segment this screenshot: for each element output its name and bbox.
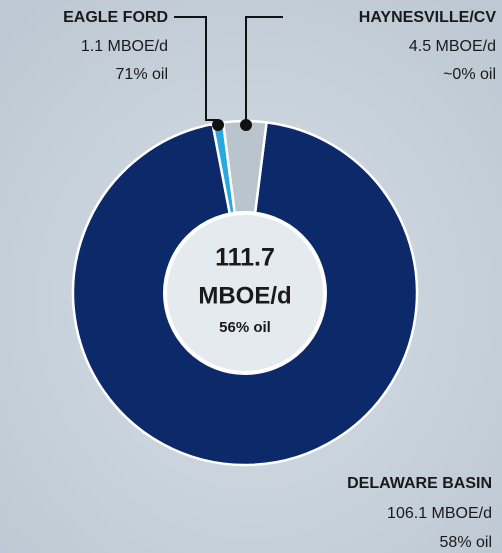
oil-label: 71% oil <box>116 66 168 83</box>
leader-dot <box>212 119 224 131</box>
total-oil: 56% oil <box>219 319 271 336</box>
value-label: 4.5 MBOE/d <box>409 38 496 55</box>
category-label: DELAWARE BASIN <box>347 475 492 492</box>
value-label: 1.1 MBOE/d <box>81 38 168 55</box>
category-label: EAGLE FORD <box>63 9 168 26</box>
leader-line <box>174 16 218 121</box>
oil-label: ~0% oil <box>443 66 496 83</box>
total-value: 111.7 <box>215 244 275 272</box>
leader-line <box>245 16 283 125</box>
value-label: 106.1 MBOE/d <box>387 505 492 522</box>
category-label: HAYNESVILLE/CV <box>359 9 497 26</box>
leader-dot <box>240 119 252 131</box>
donut-hole <box>163 211 327 375</box>
total-unit: MBOE/d <box>198 282 291 309</box>
oil-label: 58% oil <box>440 534 492 551</box>
